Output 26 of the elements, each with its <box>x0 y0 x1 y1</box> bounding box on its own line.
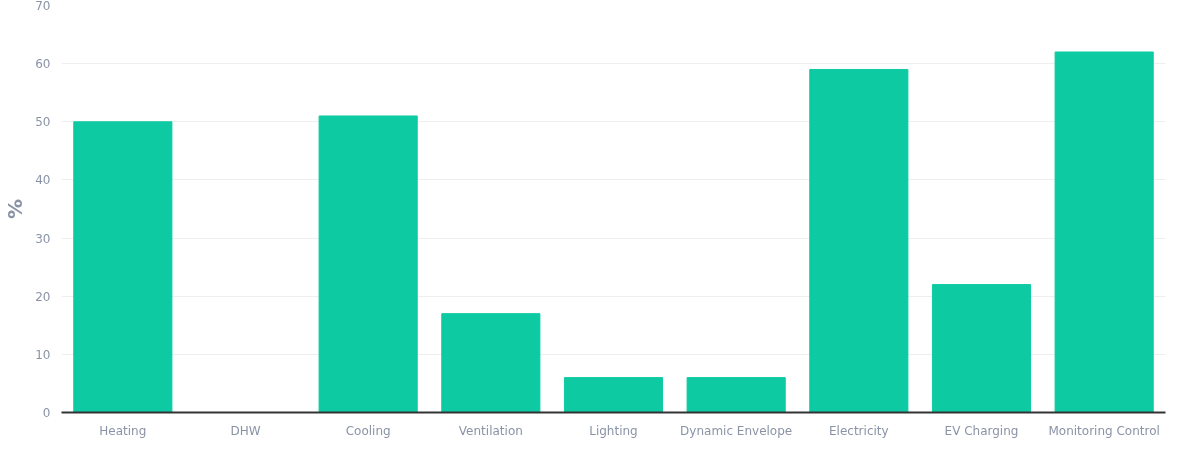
y-tick-label: 70 <box>35 0 51 13</box>
y-tick-label: 10 <box>35 347 51 362</box>
y-tick-label: 40 <box>35 173 51 188</box>
bar <box>686 377 786 413</box>
y-tick-label: 0 <box>42 406 51 420</box>
x-tick-label: Dynamic Envelope <box>680 423 793 438</box>
y-tick-label: 20 <box>35 289 51 304</box>
y-tick-label: 60 <box>35 57 51 72</box>
x-tick-label: Cooling <box>345 423 391 438</box>
x-tick-label: Heating <box>99 423 147 438</box>
x-tick-label: DHW <box>230 423 261 438</box>
bar <box>441 313 541 413</box>
bar <box>1054 51 1154 413</box>
x-tick-label: Lighting <box>589 423 638 438</box>
x-tick-label: Ventilation <box>458 423 523 438</box>
x-tick-label: Monitoring Control <box>1048 423 1160 438</box>
x-tick-label: Electricity <box>829 423 889 438</box>
bar <box>73 121 173 413</box>
y-tick-label: 30 <box>35 231 51 246</box>
y-tick-label: 50 <box>35 115 51 130</box>
bar <box>318 115 418 413</box>
bar <box>563 377 664 413</box>
bar <box>931 284 1032 413</box>
bar <box>809 68 909 413</box>
y-axis-title: % <box>3 198 28 220</box>
x-tick-label: EV Charging <box>944 423 1019 438</box>
